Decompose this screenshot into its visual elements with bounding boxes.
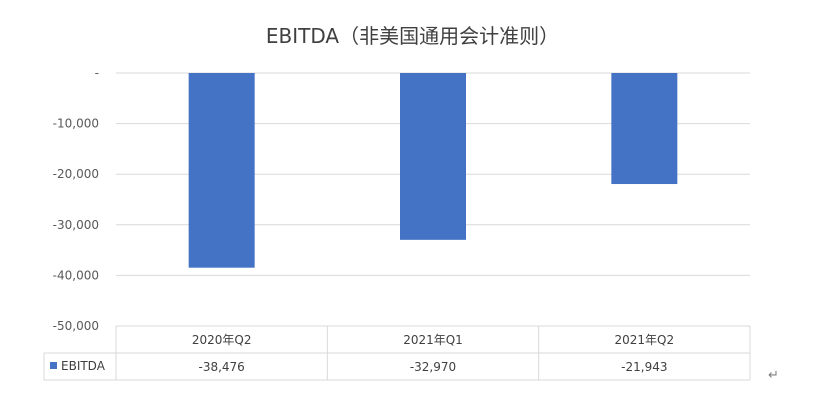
bars [188,73,678,268]
y-tick-label: -50,000 [53,319,99,333]
paragraph-mark: ↵ [768,368,779,383]
y-tick-label: -20,000 [53,167,99,181]
data-value: -32,970 [410,360,456,374]
data-value: -21,943 [621,360,667,374]
category-label: 2020年Q2 [192,333,252,347]
series-name: EBITDA [61,359,106,373]
bar [400,73,466,240]
y-tick-label: - [95,66,99,80]
y-tick-label: -40,000 [53,268,99,282]
data-table: 2020年Q2 2021年Q1 2021年Q2 EBITDA -38,476 -32,97… [43,325,751,381]
legend-key [50,362,57,369]
bar [611,73,678,185]
y-tick-label: -30,000 [53,218,99,232]
chart-title: EBITDA（非美国通用会计准则） [265,24,560,48]
data-value: -38,476 [199,360,245,374]
category-label: 2021年Q2 [615,333,675,347]
bar [188,73,255,268]
category-label: 2021年Q1 [403,333,463,347]
y-tick-label: -10,000 [53,117,99,131]
y-axis-ticks: - -10,000 -20,000 -30,000 -40,000 -50,000 [53,66,99,333]
